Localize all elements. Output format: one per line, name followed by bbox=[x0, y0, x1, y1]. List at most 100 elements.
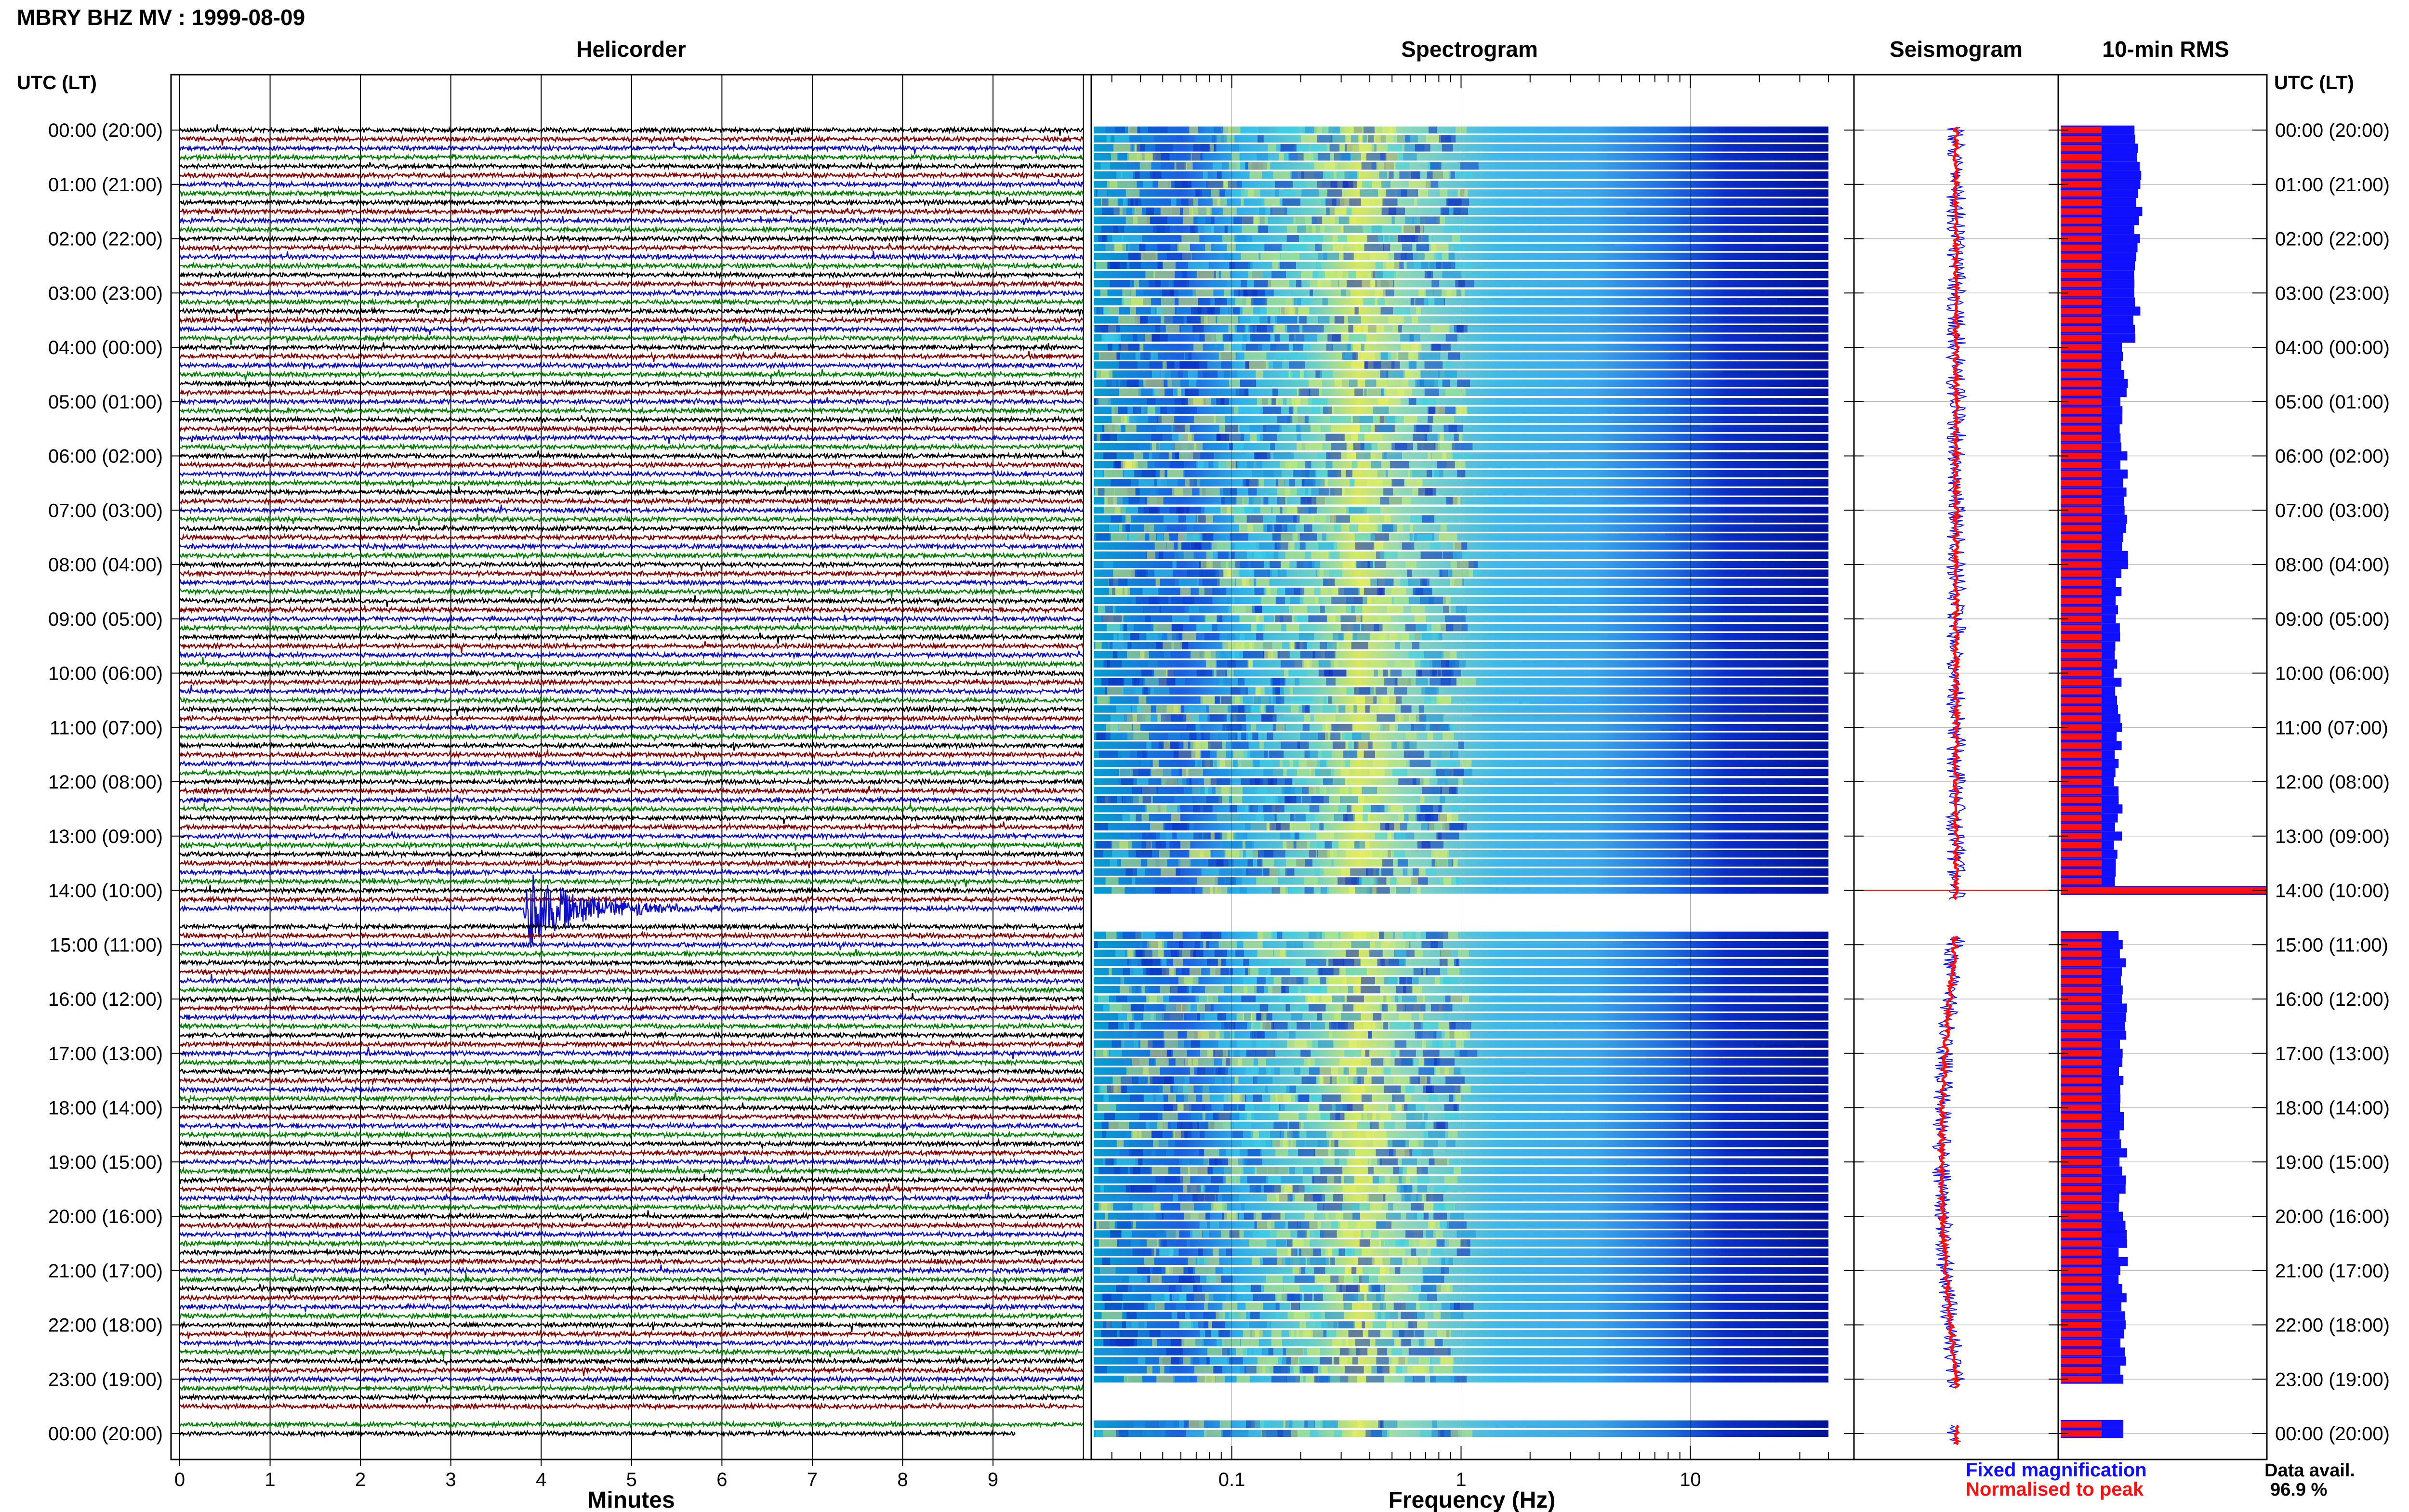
spectrogram-cell bbox=[1338, 1275, 1353, 1283]
time-label-left: 03:00 (23:00) bbox=[48, 283, 163, 304]
helicorder-trace bbox=[179, 1183, 1084, 1194]
spectrogram-cell bbox=[1254, 587, 1264, 595]
spectrogram-cell bbox=[1259, 434, 1277, 441]
rms-normalised-bar bbox=[2061, 643, 2102, 649]
spectrogram-cell bbox=[1296, 280, 1302, 288]
rms-normalised-bar bbox=[2061, 1240, 2102, 1247]
spectrogram-cell bbox=[1144, 1257, 1154, 1265]
helicorder-trace bbox=[179, 478, 1084, 487]
spectrogram-cell bbox=[1232, 189, 1248, 197]
spectrogram-cell bbox=[1126, 1312, 1137, 1319]
spectrogram-cell bbox=[1329, 144, 1340, 152]
spectrogram-cell bbox=[1308, 768, 1316, 776]
spectrogram-cell bbox=[1450, 579, 1463, 586]
spectrogram-cell bbox=[1323, 171, 1334, 179]
rms-normalised-bar bbox=[2061, 1249, 2102, 1256]
spectrogram-cell bbox=[1415, 587, 1424, 595]
spectrogram-cell bbox=[1414, 262, 1422, 269]
spectrogram-cell bbox=[1133, 460, 1148, 469]
spectrogram-cell bbox=[1173, 750, 1191, 758]
spectrogram-cell bbox=[1279, 153, 1284, 161]
spectrogram-cell bbox=[1157, 533, 1164, 541]
spectrogram-cell bbox=[1288, 370, 1293, 378]
spectrogram-cell bbox=[1289, 334, 1295, 342]
spectrogram-cell bbox=[1280, 144, 1297, 152]
spectrogram-cell bbox=[1228, 859, 1248, 867]
rms-normalised-bar bbox=[2061, 1231, 2102, 1238]
spectrogram-cell bbox=[1156, 424, 1175, 433]
spectrogram-cell bbox=[1299, 1366, 1313, 1374]
spectrogram-cell bbox=[1173, 932, 1183, 939]
spectrogram-cell bbox=[1324, 841, 1332, 849]
spectrogram-cell bbox=[1190, 1357, 1209, 1365]
spectrogram-cell bbox=[1222, 1348, 1230, 1355]
spectrogram-cell bbox=[1393, 1076, 1411, 1084]
spectrogram-cell bbox=[1421, 515, 1434, 523]
spectrogram-cell bbox=[1377, 579, 1394, 586]
spectrogram-cell bbox=[1232, 796, 1243, 803]
spectrogram-cell bbox=[1220, 832, 1236, 840]
spectrogram-cell bbox=[1179, 1293, 1186, 1302]
spectrogram-cell bbox=[1393, 940, 1409, 948]
spectrogram-cell bbox=[1392, 768, 1407, 776]
spectrogram-cell bbox=[1426, 932, 1448, 939]
spectrogram-cell bbox=[1105, 497, 1117, 505]
spectrogram-cell bbox=[1231, 153, 1240, 161]
rms-normalised-bar bbox=[2061, 235, 2102, 242]
spectrogram-cell bbox=[1273, 678, 1284, 686]
spectrogram-cell bbox=[1424, 696, 1437, 704]
spectrogram-cell bbox=[1392, 1094, 1405, 1102]
helicorder-trace bbox=[179, 124, 1084, 136]
spectrogram-cell bbox=[1202, 760, 1213, 767]
rms-normalised-bar bbox=[2061, 932, 2102, 939]
helicorder-trace bbox=[179, 922, 1084, 933]
spectrogram-cell bbox=[1112, 235, 1124, 242]
spectrogram-cell bbox=[1432, 1375, 1453, 1383]
spectrogram-cell bbox=[1295, 678, 1299, 686]
spectrogram-cell bbox=[1360, 424, 1371, 433]
spectrogram-cell bbox=[1327, 850, 1337, 858]
spectrogram-cell bbox=[1438, 1022, 1453, 1030]
spectrogram-cell bbox=[1307, 995, 1316, 1003]
helicorder-trace bbox=[179, 1429, 1016, 1438]
spectrogram-row bbox=[1094, 832, 1828, 840]
spectrogram-cell bbox=[1334, 515, 1350, 523]
spectrogram-cell bbox=[1113, 569, 1135, 577]
spectrogram-cell bbox=[1150, 687, 1170, 695]
spectrogram-cell bbox=[1345, 1293, 1364, 1302]
spectrogram-cell bbox=[1312, 515, 1326, 523]
spectrogram-cell bbox=[1387, 605, 1403, 613]
rms-normalised-bar bbox=[2061, 561, 2102, 568]
rms-normalised-bar bbox=[2061, 1340, 2102, 1346]
spectrogram-cell bbox=[1190, 1067, 1194, 1075]
spectrogram-cell bbox=[1221, 696, 1232, 704]
spectrogram-cell bbox=[1438, 832, 1459, 840]
spectrogram-cell bbox=[1230, 1429, 1249, 1437]
spectrogram-cell bbox=[1257, 977, 1266, 985]
spectrogram-cell bbox=[1286, 1348, 1304, 1355]
spectrogram-cell bbox=[1209, 968, 1221, 975]
spectrogram-cell bbox=[1391, 1357, 1408, 1365]
spectrogram-cell bbox=[1114, 506, 1126, 514]
spectrogram-cell bbox=[1315, 243, 1322, 251]
spectrogram-cell bbox=[1270, 959, 1281, 966]
spectrogram-cell bbox=[1223, 1266, 1234, 1274]
spectrogram-cell bbox=[1096, 841, 1113, 849]
spectrogram-cell bbox=[1400, 379, 1409, 387]
spectrogram-cell bbox=[1165, 823, 1178, 830]
spectrogram-cell bbox=[1442, 379, 1450, 387]
rms-normalised-bar bbox=[2061, 507, 2102, 513]
spectrogram-cell bbox=[1215, 787, 1230, 794]
spectrogram-cell bbox=[1272, 524, 1276, 532]
spectrogram-cell bbox=[1408, 596, 1422, 605]
spectrogram-cell bbox=[1330, 135, 1346, 143]
spectrogram-cell bbox=[1129, 1275, 1148, 1283]
spectrogram-cell bbox=[1425, 434, 1438, 441]
spectrogram-cell bbox=[1373, 1176, 1385, 1183]
spectrogram-cell bbox=[1355, 1112, 1367, 1120]
spectrogram-cell bbox=[1429, 126, 1438, 134]
spectrogram-cell bbox=[1263, 497, 1269, 505]
spectrogram-cell bbox=[1131, 1058, 1149, 1066]
spectrogram-cell bbox=[1267, 1167, 1289, 1175]
spectrogram-cell bbox=[1228, 307, 1233, 315]
